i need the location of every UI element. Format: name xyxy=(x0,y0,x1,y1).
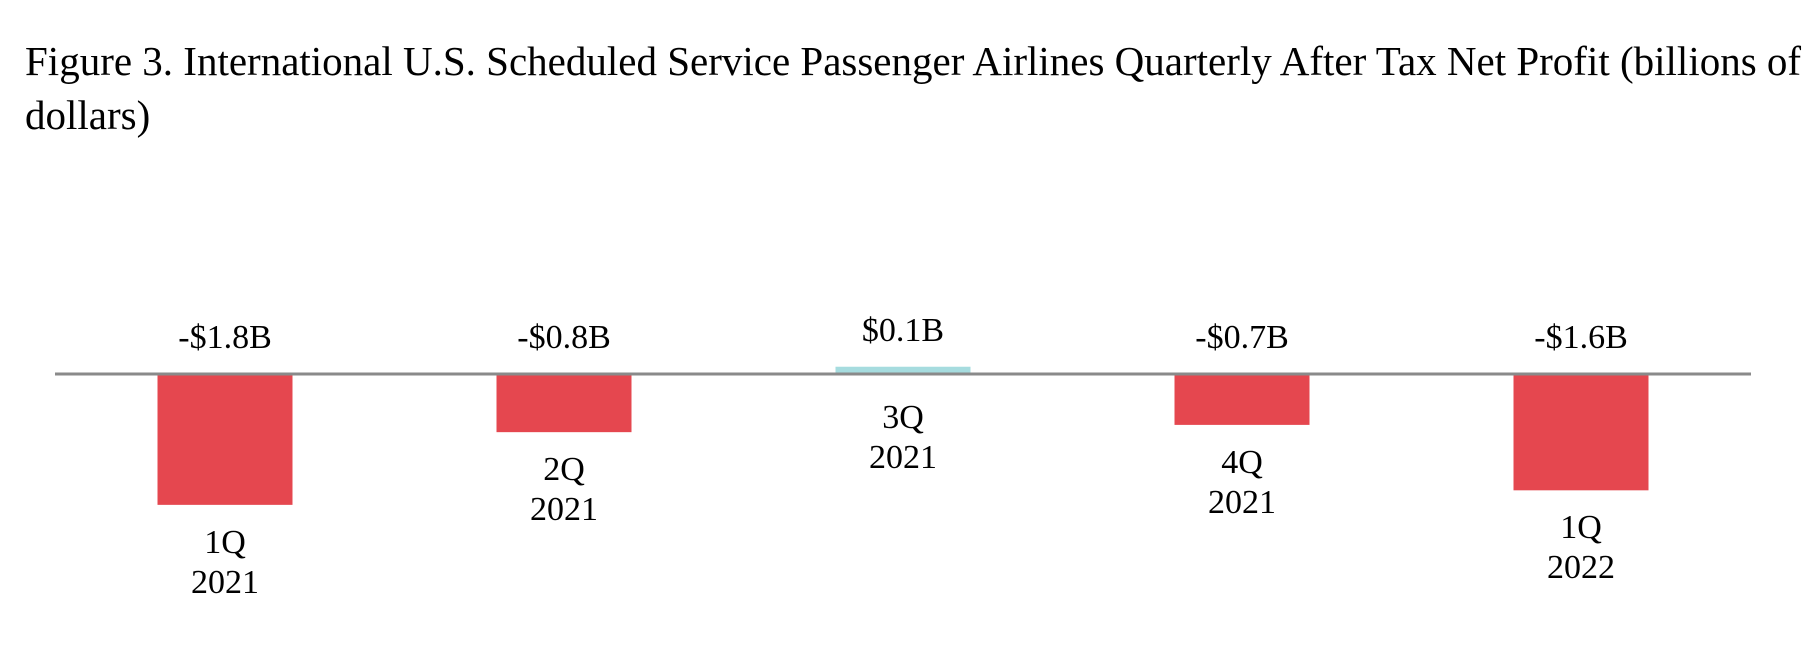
x-tick-label: 2Q 2021 xyxy=(530,451,598,529)
chart-title: Figure 3. International U.S. Scheduled S… xyxy=(25,38,1802,138)
value-label: -$0.7B xyxy=(1195,319,1289,356)
bar xyxy=(835,366,971,374)
bar xyxy=(1513,374,1649,491)
x-tick-label: 3Q 2021 xyxy=(869,399,937,476)
value-label: -$1.8B xyxy=(178,319,272,356)
value-label: $0.1B xyxy=(861,311,945,349)
x-tick-label: 4Q 2021 xyxy=(1208,443,1276,521)
x-tick-label: 1Q 2022 xyxy=(1547,509,1615,587)
bar xyxy=(496,374,632,433)
bar xyxy=(157,374,293,505)
value-label: -$1.6B xyxy=(1534,319,1628,356)
value-label: -$0.8B xyxy=(517,319,611,356)
bar xyxy=(1174,374,1310,425)
x-tick-label: 1Q 2021 xyxy=(191,523,259,601)
